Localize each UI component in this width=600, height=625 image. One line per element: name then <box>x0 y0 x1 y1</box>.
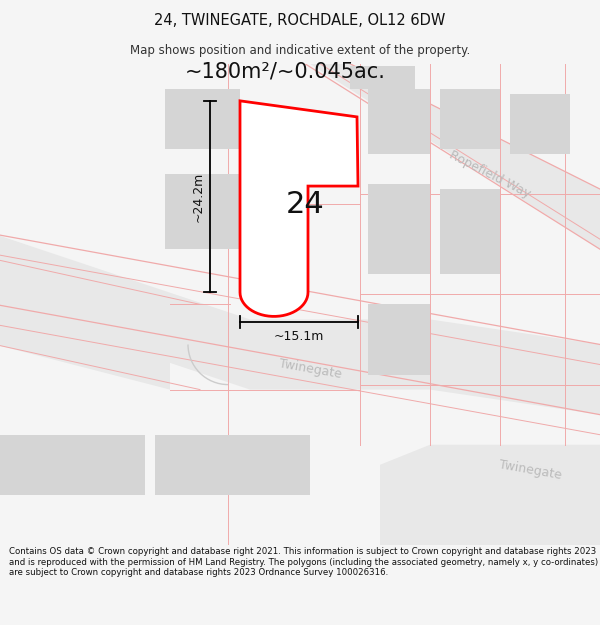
Polygon shape <box>380 445 600 545</box>
Text: ~180m²/~0.045ac.: ~180m²/~0.045ac. <box>185 62 386 82</box>
Text: Twinegate: Twinegate <box>497 458 562 482</box>
Text: Contains OS data © Crown copyright and database right 2021. This information is : Contains OS data © Crown copyright and d… <box>9 548 598 577</box>
Polygon shape <box>240 101 358 316</box>
Text: Twinegate: Twinegate <box>278 357 343 381</box>
Text: ~15.1m: ~15.1m <box>274 331 324 344</box>
Polygon shape <box>510 94 570 154</box>
Polygon shape <box>0 254 170 389</box>
Polygon shape <box>0 234 600 414</box>
Polygon shape <box>310 64 600 249</box>
Text: Ropefield Way: Ropefield Way <box>447 148 533 200</box>
Text: 24: 24 <box>286 189 325 219</box>
Text: ~24.2m: ~24.2m <box>192 171 205 222</box>
Polygon shape <box>350 66 415 89</box>
Polygon shape <box>0 435 145 495</box>
Polygon shape <box>165 174 240 249</box>
Polygon shape <box>440 189 500 274</box>
Polygon shape <box>368 184 430 274</box>
Polygon shape <box>440 89 500 149</box>
Text: 24, TWINEGATE, ROCHDALE, OL12 6DW: 24, TWINEGATE, ROCHDALE, OL12 6DW <box>154 13 446 28</box>
Polygon shape <box>368 89 430 154</box>
Polygon shape <box>155 435 310 495</box>
Text: Map shows position and indicative extent of the property.: Map shows position and indicative extent… <box>130 44 470 58</box>
Polygon shape <box>165 89 240 149</box>
Polygon shape <box>368 304 430 374</box>
